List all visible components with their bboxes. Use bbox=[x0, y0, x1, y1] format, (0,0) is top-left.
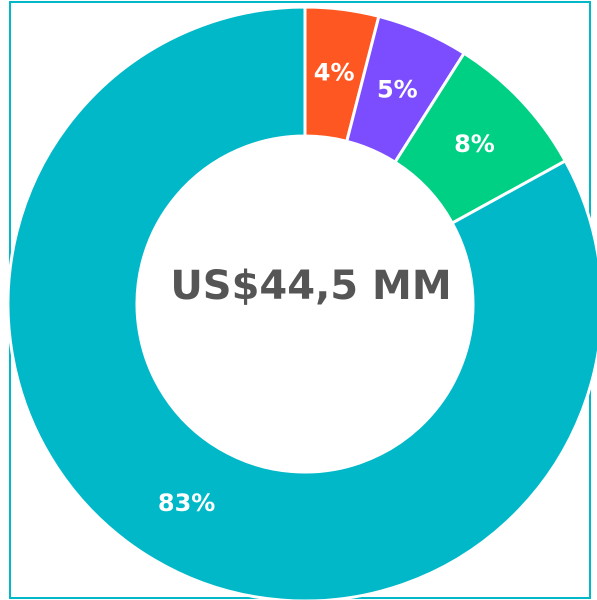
slice bbox=[6, 5, 597, 600]
slice-label: 83% bbox=[158, 489, 215, 517]
center-label: US$44,5 MM bbox=[170, 263, 451, 309]
slice-label: 5% bbox=[377, 76, 418, 104]
slices bbox=[6, 5, 597, 600]
slice-label: 4% bbox=[314, 58, 355, 86]
slice-label: 8% bbox=[454, 130, 495, 158]
